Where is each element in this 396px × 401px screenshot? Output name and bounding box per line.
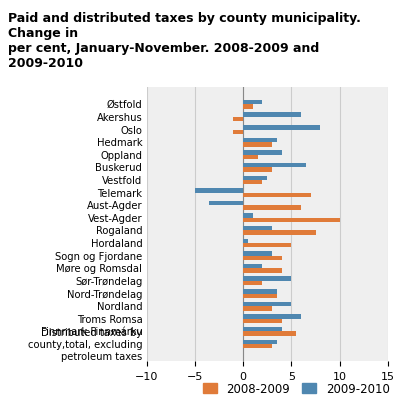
Bar — [243, 327, 282, 332]
Bar — [243, 332, 296, 336]
Bar — [243, 218, 340, 223]
Bar — [243, 155, 258, 160]
Bar — [243, 344, 272, 348]
Bar — [209, 201, 243, 206]
Bar — [243, 193, 311, 198]
Bar — [243, 269, 282, 273]
Bar — [243, 251, 272, 256]
Bar — [243, 340, 277, 344]
Legend: 2008-2009, 2009-2010: 2008-2009, 2009-2010 — [198, 378, 394, 400]
Bar — [243, 302, 291, 306]
Bar — [243, 126, 320, 130]
Bar — [243, 105, 253, 109]
Bar — [195, 189, 243, 193]
Text: Paid and distributed taxes by county municipality. Change in
per cent, January-N: Paid and distributed taxes by county mun… — [8, 12, 361, 70]
Bar — [243, 290, 277, 294]
Bar — [243, 143, 272, 147]
Bar — [234, 130, 243, 135]
Bar — [243, 277, 291, 281]
Bar — [234, 117, 243, 122]
Bar — [243, 239, 248, 243]
Bar — [243, 214, 253, 218]
Bar — [243, 281, 263, 286]
Bar — [243, 264, 263, 269]
Bar — [243, 151, 282, 155]
Bar — [243, 180, 263, 185]
Bar — [243, 243, 291, 248]
Bar — [243, 227, 272, 231]
Bar — [243, 138, 277, 143]
Bar — [243, 176, 267, 180]
Bar — [243, 294, 277, 298]
Bar — [243, 113, 301, 117]
Bar — [243, 314, 301, 319]
Bar — [243, 231, 316, 235]
Bar — [243, 256, 282, 260]
Bar — [243, 306, 272, 311]
Bar — [243, 206, 301, 210]
Bar — [243, 319, 282, 323]
Bar — [243, 164, 306, 168]
Bar — [243, 168, 272, 172]
Bar — [243, 101, 263, 105]
